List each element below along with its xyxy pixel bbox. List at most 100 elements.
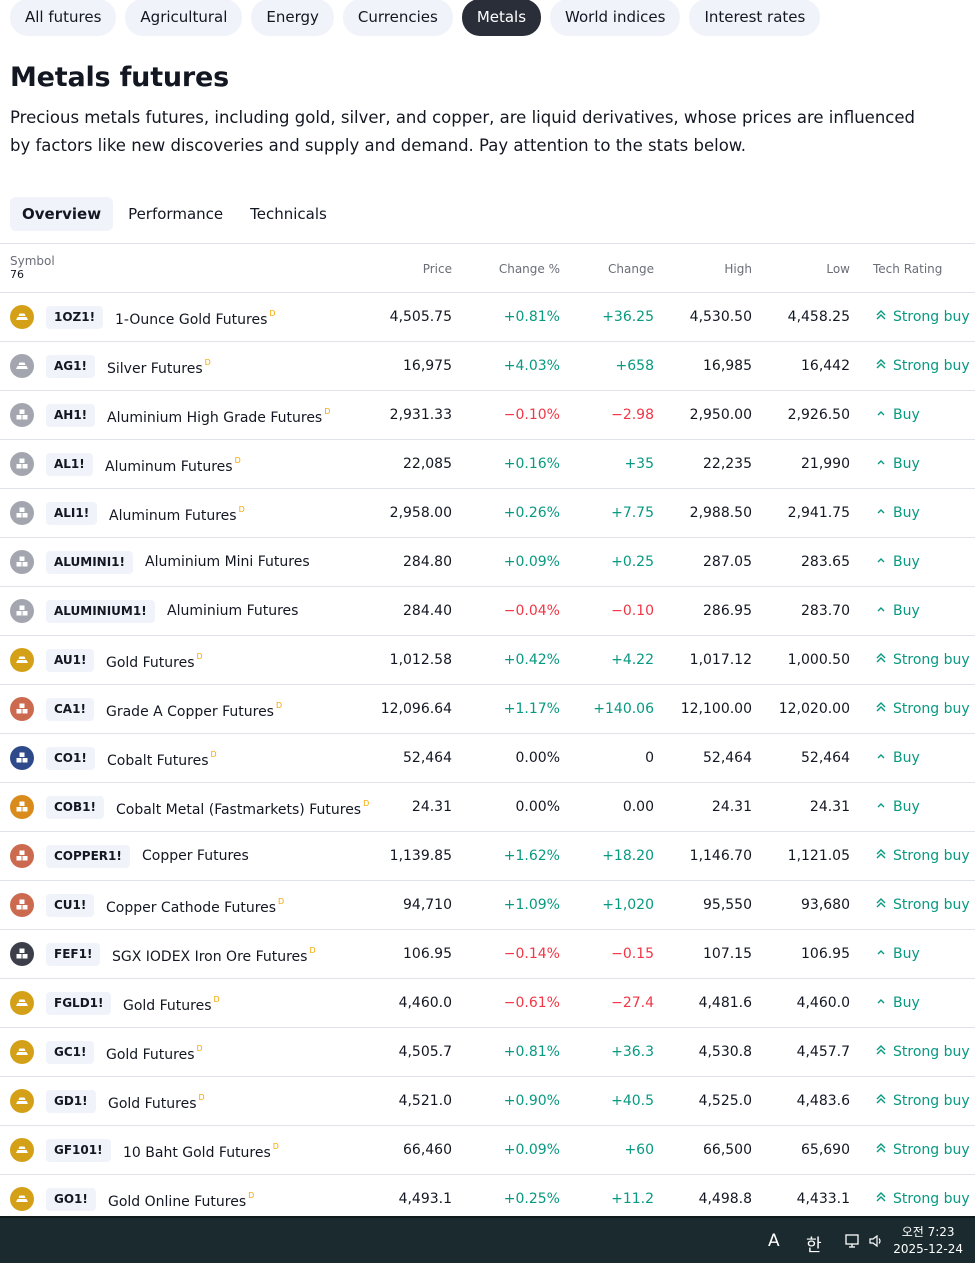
ticker-badge[interactable]: GO1! [46, 1188, 96, 1211]
tech-rating-label: Strong buy [893, 1191, 970, 1207]
table-row[interactable]: ALI1! Aluminum Futures D 2,958.00 +0.26% +7.7… [0, 489, 975, 538]
instrument-name[interactable]: Aluminum Futures D [105, 456, 241, 475]
ime-korean-indicator[interactable]: 한 [806, 1236, 822, 1256]
instrument-name-text: Gold Futures [106, 1047, 195, 1063]
instrument-name[interactable]: Silver Futures D [107, 358, 211, 377]
table-row[interactable]: ALUMINIUM1! Aluminium Futures 284.40 −0.04%… [0, 587, 975, 636]
ticker-badge[interactable]: ALUMINI1! [46, 551, 133, 574]
table-row[interactable]: AH1! Aluminium High Grade Futures D 2,931.3… [0, 391, 975, 440]
table-row[interactable]: CA1! Grade A Copper Futures D 12,096.64 +1.1… [0, 685, 975, 734]
tab-technicals[interactable]: Technicals [250, 205, 327, 223]
change-cell: +40.5 [611, 1093, 654, 1109]
table-row[interactable]: AU1! Gold Futures D 1,012.58 +0.42% +4.22 1,01… [0, 636, 975, 685]
instrument-name[interactable]: Gold Futures D [123, 995, 220, 1014]
view-tabs: Overview Performance Technicals [10, 197, 342, 231]
ticker-badge[interactable]: COPPER1! [46, 845, 130, 868]
table-row[interactable]: GC1! Gold Futures D 4,505.7 +0.81% +36.3 4,530… [0, 1028, 975, 1077]
instrument-name[interactable]: 10 Baht Gold Futures D [123, 1142, 279, 1161]
header-symbol[interactable]: Symbol 76 [10, 254, 55, 282]
instrument-name[interactable]: Copper Futures [142, 848, 249, 864]
copper-logo-icon [10, 893, 34, 917]
table-row[interactable]: CU1! Copper Cathode Futures D 94,710 +1.09% +… [0, 881, 975, 930]
table-row[interactable]: COB1! Cobalt Metal (Fastmarkets) Futures D… [0, 783, 975, 832]
ticker-badge[interactable]: CO1! [46, 747, 95, 770]
table-row[interactable]: FGLD1! Gold Futures D 4,460.0 −0.61% −27.4 4,4… [0, 979, 975, 1028]
ticker-badge[interactable]: CA1! [46, 698, 94, 721]
header-change[interactable]: Change [608, 262, 654, 276]
instrument-name[interactable]: Gold Futures D [106, 652, 203, 671]
ticker-badge[interactable]: FEF1! [46, 943, 101, 966]
ticker-badge[interactable]: AG1! [46, 355, 95, 378]
system-clock[interactable]: 오전 7:23 2025-12-24 [893, 1224, 963, 1258]
network-icon[interactable] [844, 1232, 862, 1255]
instrument-name[interactable]: Aluminium High Grade Futures D [107, 407, 330, 426]
header-tech-rating[interactable]: Tech Rating [873, 262, 943, 276]
instrument-name[interactable]: Gold Futures D [106, 1044, 203, 1063]
table-row[interactable]: AL1! Aluminum Futures D 22,085 +0.16% +35 22,2… [0, 440, 975, 489]
instrument-name[interactable]: SGX IODEX Iron Ore Futures D [112, 946, 316, 965]
ticker-badge[interactable]: AH1! [46, 404, 96, 427]
category-pill-metals[interactable]: Metals [461, 0, 542, 36]
change-cell: 0.00 [622, 799, 654, 815]
ticker-badge[interactable]: 1OZ1! [46, 306, 104, 329]
header-price[interactable]: Price [422, 262, 452, 276]
delayed-data-marker: D [248, 1191, 255, 1200]
instrument-name[interactable]: Aluminum Futures D [109, 505, 245, 524]
high-cell: 66,500 [703, 1142, 752, 1158]
instrument-name[interactable]: Gold Futures D [108, 1093, 205, 1112]
ticker-badge[interactable]: GF101! [46, 1139, 111, 1162]
tab-performance[interactable]: Performance [128, 205, 224, 223]
delayed-data-marker: D [213, 995, 220, 1004]
ticker-badge[interactable]: ALI1! [46, 502, 98, 525]
cobalt-logo-icon [10, 746, 34, 770]
volume-icon[interactable] [868, 1233, 884, 1254]
low-cell: 4,458.25 [787, 309, 850, 325]
header-high[interactable]: High [724, 262, 752, 276]
ticker-badge[interactable]: AL1! [46, 453, 93, 476]
ticker-badge[interactable]: ALUMINIUM1! [46, 600, 155, 623]
price-cell: 1,139.85 [389, 848, 452, 864]
category-pill-all-futures[interactable]: All futures [10, 0, 117, 36]
category-pill-energy[interactable]: Energy [251, 0, 334, 36]
header-low[interactable]: Low [826, 262, 850, 276]
instrument-name[interactable]: Cobalt Metal (Fastmarkets) Futures D [116, 799, 369, 818]
ime-mode-indicator[interactable]: A [768, 1231, 780, 1251]
tab-overview[interactable]: Overview [10, 197, 114, 231]
instrument-name[interactable]: Copper Cathode Futures D [106, 897, 284, 916]
header-change-pct[interactable]: Change % [498, 262, 560, 276]
table-row[interactable]: CO1! Cobalt Futures D 52,464 0.00% 0 52,464 52,… [0, 734, 975, 783]
double-chevron-up-icon [874, 1142, 888, 1157]
ticker-badge[interactable]: FGLD1! [46, 992, 112, 1015]
category-pill-agricultural[interactable]: Agricultural [125, 0, 243, 36]
gold-logo-icon [10, 305, 34, 329]
instrument-name[interactable]: Gold Online Futures D [108, 1191, 254, 1210]
table-row[interactable]: GD1! Gold Futures D 4,521.0 +0.90% +40.5 4,525… [0, 1077, 975, 1126]
ticker-badge[interactable]: COB1! [46, 796, 104, 819]
category-pill-interest-rates[interactable]: Interest rates [689, 0, 821, 36]
ticker-badge[interactable]: CU1! [46, 894, 95, 917]
table-row[interactable]: FEF1! SGX IODEX Iron Ore Futures D 106.95 −0… [0, 930, 975, 979]
tech-rating: Strong buy [874, 1044, 970, 1060]
instrument-name[interactable]: Aluminium Futures [167, 603, 298, 619]
table-row[interactable]: ALUMINI1! Aluminium Mini Futures 284.80 +0.… [0, 538, 975, 587]
ticker-badge[interactable]: GC1! [46, 1041, 95, 1064]
gold-logo-icon [10, 648, 34, 672]
delayed-data-marker: D [363, 799, 370, 808]
category-pill-currencies[interactable]: Currencies [342, 0, 453, 36]
instrument-name[interactable]: 1-Ounce Gold Futures D [115, 309, 276, 328]
table-row[interactable]: AG1! Silver Futures D 16,975 +4.03% +658 16,98… [0, 342, 975, 391]
tech-rating-label: Buy [893, 456, 920, 472]
tech-rating-label: Strong buy [893, 309, 970, 325]
low-cell: 21,990 [801, 456, 850, 472]
instrument-name[interactable]: Cobalt Futures D [107, 750, 217, 769]
copper-logo-icon [10, 844, 34, 868]
table-row[interactable]: COPPER1! Copper Futures 1,139.85 +1.62% +18.… [0, 832, 975, 881]
change-cell: +7.75 [611, 505, 654, 521]
ticker-badge[interactable]: GD1! [46, 1090, 96, 1113]
ticker-badge[interactable]: AU1! [46, 649, 95, 672]
instrument-name[interactable]: Grade A Copper Futures D [106, 701, 282, 720]
instrument-name[interactable]: Aluminium Mini Futures [145, 554, 310, 570]
category-pill-world-indices[interactable]: World indices [550, 0, 681, 36]
table-row[interactable]: GF101! 10 Baht Gold Futures D 66,460 +0.09% +… [0, 1126, 975, 1175]
table-row[interactable]: 1OZ1! 1-Ounce Gold Futures D 4,505.75 +0.81%… [0, 293, 975, 342]
